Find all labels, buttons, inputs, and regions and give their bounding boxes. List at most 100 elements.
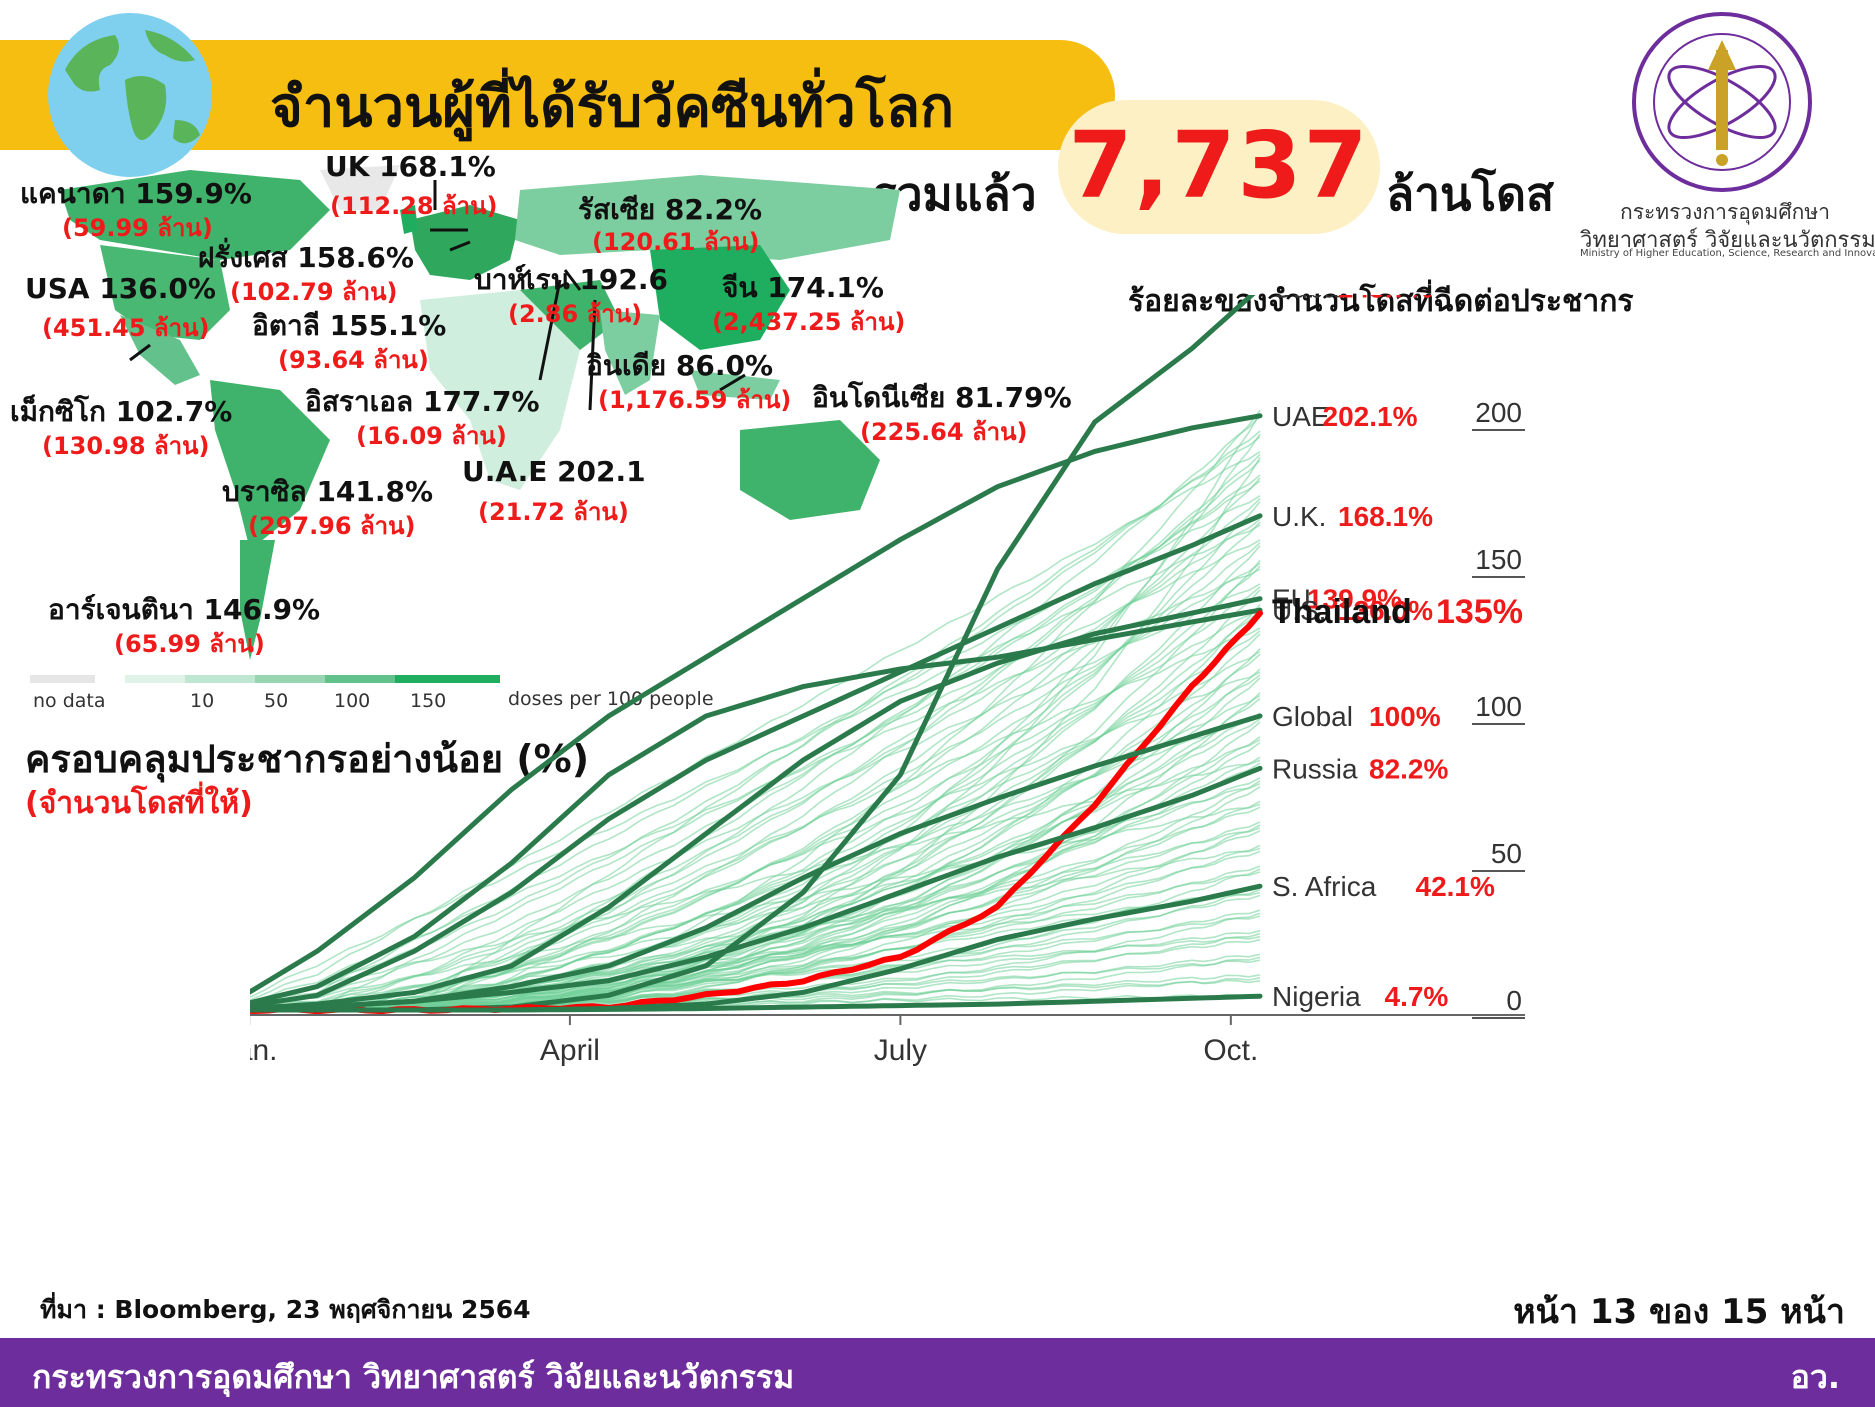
map-doses-argentina: (65.99 ล้าน)	[114, 630, 265, 658]
map-doses-china: (2,437.25 ล้าน)	[712, 308, 906, 336]
y-tick-label: 200	[1475, 397, 1522, 428]
map-usa	[100, 245, 230, 340]
background-line	[250, 430, 1261, 1005]
background-line	[250, 450, 1261, 1001]
map-label-canada: แคนาดา 159.9%	[20, 177, 252, 210]
map-doses-russia: (120.61 ล้าน)	[592, 228, 760, 256]
series-line-eu	[250, 596, 1263, 1011]
map-argentina	[240, 540, 275, 660]
background-country-lines	[250, 409, 1261, 1013]
map-canada	[60, 170, 330, 260]
series-line-russia	[250, 765, 1263, 1012]
series-value-label: 139.9%	[1307, 584, 1402, 615]
map-greenland	[320, 165, 400, 210]
total-bubble	[1058, 100, 1380, 234]
map-label-italy: อิตาลี 155.1%	[252, 309, 447, 342]
map-doses-usa: (451.45 ล้าน)	[42, 314, 210, 342]
x-axis: Jan. April July Oct.	[250, 1014, 1525, 1067]
y-tick-label: 0	[1506, 985, 1522, 1016]
series-line-nigeria	[250, 993, 1263, 1013]
map-label-france: ฝรั่งเศส 158.6%	[198, 241, 414, 274]
series-value-label: 42.1%	[1416, 871, 1495, 902]
series-name-label: Cuba	[1272, 295, 1339, 304]
x-tick-label: Jan.	[250, 1034, 278, 1067]
map-doses-france: (102.79 ล้าน)	[230, 278, 398, 306]
page-number: หน้า 13 ของ 15 หน้า	[1513, 1292, 1845, 1332]
x-tick-label: Oct.	[1203, 1034, 1258, 1067]
series-line-u-k-	[250, 513, 1263, 1008]
map-label-argentina: อาร์เจนตินา 146.9%	[48, 593, 321, 626]
legend-tick-50: 50	[264, 690, 289, 712]
series-name-label: Thailand	[1272, 593, 1412, 631]
map-label-russia: รัสเซีย 82.2%	[578, 193, 762, 226]
series-value-label: 4.7%	[1385, 981, 1449, 1012]
map-doses-uae: (21.72 ล้าน)	[478, 498, 629, 526]
total-prefix: รวมแล้ว	[872, 167, 1037, 221]
footer-bar	[0, 1338, 1875, 1407]
y-tick-label: 50	[1491, 838, 1522, 869]
map-label-uae: U.A.E 202.1	[462, 455, 646, 488]
map-label-indonesia: อินโดนีเซีย 81.79%	[812, 381, 1072, 414]
map-doses-brazil: (297.96 ล้าน)	[248, 512, 416, 540]
series-lines	[250, 295, 1263, 1015]
total-suffix: ล้านโดส	[1386, 167, 1555, 221]
series-name-label: S. Africa	[1272, 871, 1377, 902]
legend-tick-150: 150	[410, 690, 447, 712]
series-value-label: 135%	[1436, 593, 1523, 631]
legend-tick-100: 100	[334, 690, 371, 712]
map-brazil	[210, 380, 330, 550]
map-label-india: อินเดีย 86.0%	[586, 349, 774, 382]
background-line	[250, 694, 1261, 1013]
page-title: จำนวนผู้ที่ได้รับวัคซีนทั่วโลก	[270, 75, 955, 140]
map-label-bahrain: บาห์เรน 192.6	[474, 263, 669, 296]
background-line	[250, 524, 1261, 998]
series-value-label: 100%	[1369, 701, 1441, 732]
ministry-name-en: Ministry of Higher Education, Science, R…	[1580, 248, 1875, 259]
series-name-label: EU	[1272, 584, 1311, 615]
map-africa	[420, 290, 580, 490]
series-value-label: 245.7%	[1338, 295, 1433, 304]
legend-no-data: no data	[33, 690, 106, 712]
y-tick-label: 100	[1475, 691, 1522, 722]
map-doses-indonesia: (225.64 ล้าน)	[860, 418, 1028, 446]
background-line	[250, 453, 1261, 1009]
map-label-mexico: เม็กซิโก 102.7%	[10, 395, 233, 428]
series-value-label: 168.1%	[1338, 501, 1433, 532]
map-label-usa: USA 136.0%	[25, 272, 216, 305]
map-legend	[30, 675, 500, 683]
source-note: ที่มา : Bloomberg, 23 พฤศจิกายน 2564	[40, 1295, 531, 1324]
map-russia	[515, 175, 900, 260]
series-line-u-s-	[250, 607, 1263, 1006]
series-name-label: Global	[1272, 701, 1353, 732]
map-label-israel: อิสราเอล 177.7%	[305, 385, 540, 418]
map-doses-israel: (16.09 ล้าน)	[356, 422, 507, 450]
x-tick-label: July	[874, 1034, 927, 1067]
background-line	[250, 415, 1261, 1013]
y-tick-label: 150	[1475, 544, 1522, 575]
background-line	[250, 783, 1261, 1010]
map-indonesia	[690, 370, 780, 400]
map-china	[650, 245, 790, 350]
series-value-label: 202.1%	[1323, 401, 1418, 432]
map-mexico	[120, 315, 200, 385]
map-uk	[400, 205, 418, 234]
series-name-label: Russia	[1272, 753, 1358, 784]
footer-ministry: กระทรวงการอุดมศึกษา วิทยาศาสตร์ วิจัยและ…	[32, 1358, 795, 1396]
total-doses-value: 7,737	[1068, 112, 1370, 219]
map-india	[600, 310, 660, 395]
map-doses-canada: (59.99 ล้าน)	[62, 214, 213, 242]
coverage-subtitle: (จำนวนโดสที่ให้)	[25, 786, 253, 821]
legend-tick-10: 10	[190, 690, 215, 712]
series-line-uae	[250, 413, 1263, 995]
coverage-title: ครอบคลุมประชากรอย่างน้อย (%)	[25, 737, 590, 781]
background-line	[250, 894, 1261, 1013]
map-doses-bahrain: (2.86 ล้าน)	[508, 300, 643, 328]
ministry-name-line2: วิทยาศาสตร์ วิจัยและนวัตกรรม	[1580, 228, 1875, 253]
background-line	[250, 583, 1261, 1013]
map-label-uk: UK 168.1%	[325, 150, 496, 183]
map-doses-mexico: (130.98 ล้าน)	[42, 432, 210, 460]
series-name-label: Nigeria	[1272, 981, 1361, 1012]
ministry-name-line1: กระทรวงการอุดมศึกษา	[1620, 200, 1830, 224]
background-line	[250, 498, 1261, 1011]
